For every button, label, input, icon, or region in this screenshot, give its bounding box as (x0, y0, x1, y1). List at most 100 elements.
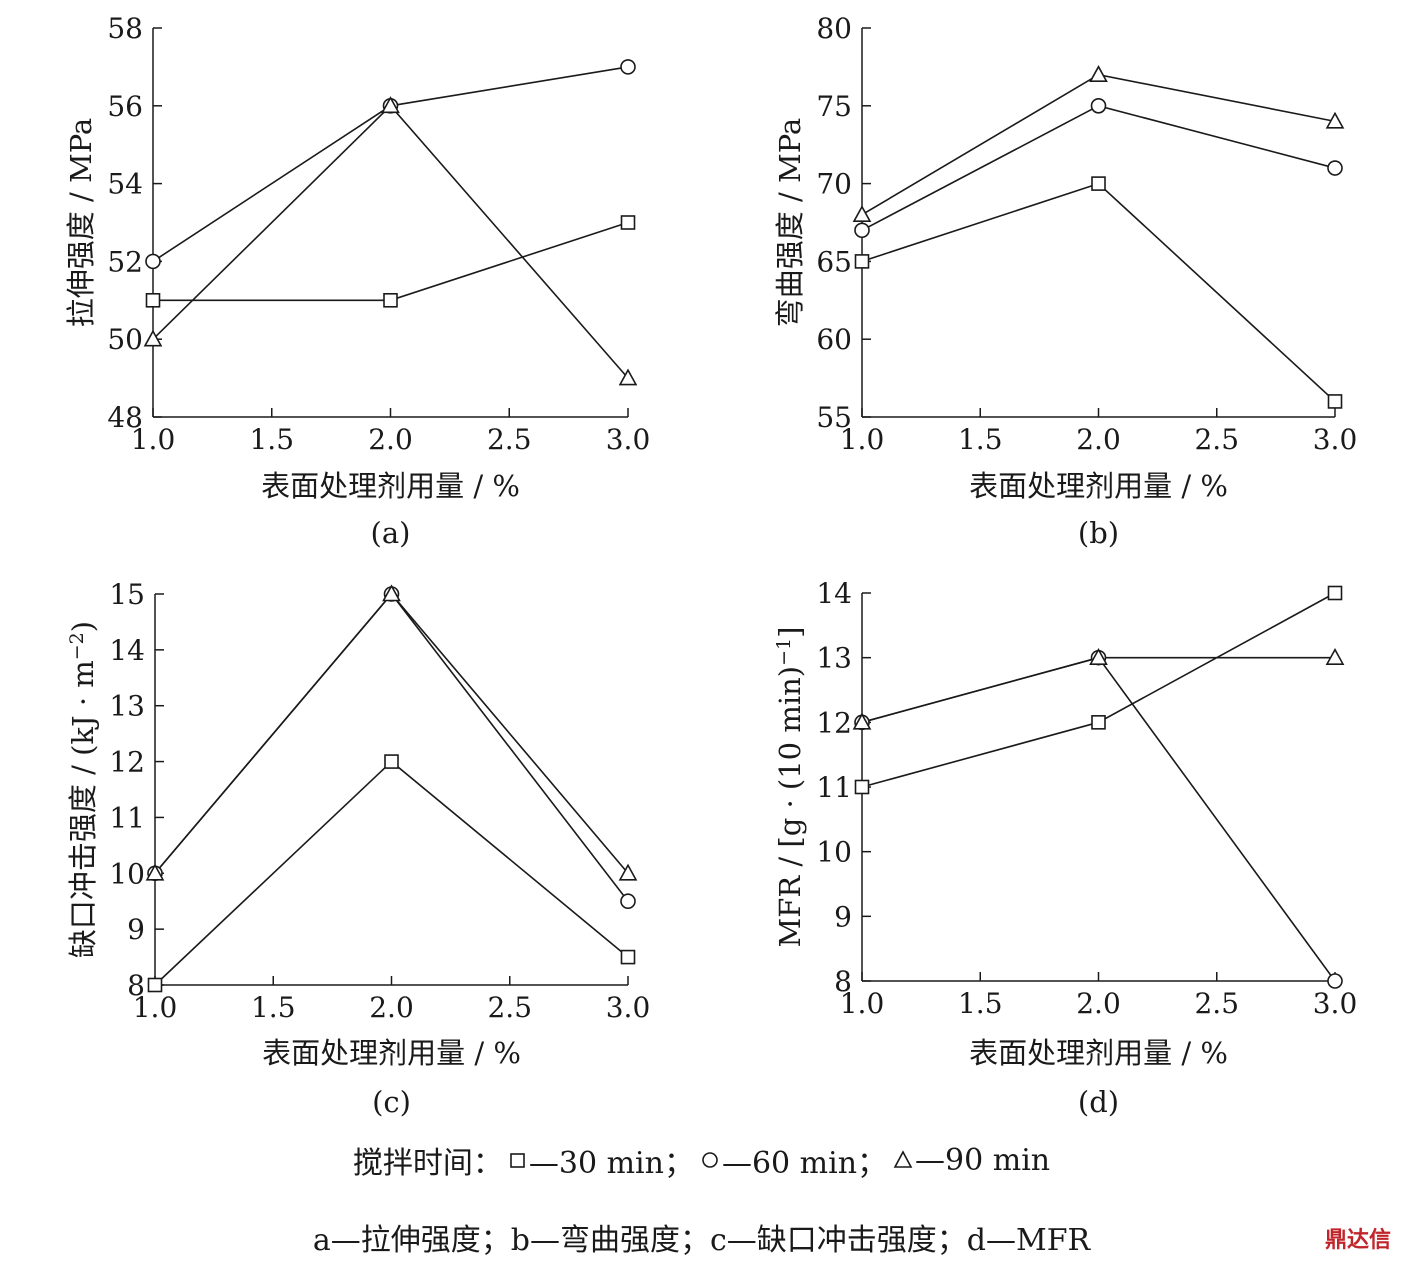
data-point-square (384, 754, 399, 769)
series-line-circle (861, 104, 1336, 231)
y-tick-label: 58 (107, 12, 143, 45)
legend-item-30min: —30 min； (528, 1146, 694, 1181)
x-tick-label: 2.5 (1194, 423, 1239, 456)
y-tick-label: 55 (816, 401, 852, 434)
y-tick-label: 50 (107, 323, 143, 356)
data-point-triangle (1325, 111, 1345, 129)
x-tick-label: 2.5 (487, 991, 532, 1024)
data-point-square (383, 292, 398, 308)
y-tick-label: 13 (109, 690, 145, 723)
panel-1: 1.0 1.5 2.0 2.5 3.0 55 60 65 70 75 80 表面处理剂用量 / % (b… (773, 12, 1357, 550)
data-point-triangle (145, 863, 165, 881)
y-tick-label: 48 (107, 401, 143, 434)
x-tick-label: 1.5 (251, 991, 296, 1024)
y-tick-label: 12 (109, 746, 145, 779)
data-point-triangle (143, 329, 163, 347)
legend-item-90min: —90 min (915, 1142, 1051, 1178)
series-line-square (861, 182, 1336, 403)
legend-circle-marker-icon (702, 1152, 718, 1168)
series-line-triangle (154, 592, 629, 874)
x-axis-label: 表面处理剂用量 / % (261, 469, 520, 503)
data-point-circle (620, 893, 636, 910)
watermark-logo: 鼎达信 (1324, 1228, 1391, 1253)
y-tick-label: 8 (127, 969, 145, 1002)
x-tick-label: 1.5 (249, 423, 294, 456)
panel-label: (d) (1078, 1085, 1119, 1119)
y-tick-label: 13 (816, 642, 852, 675)
y-tick-label: 10 (109, 857, 145, 890)
y-tick-label: 11 (109, 801, 145, 834)
x-axis-label: 表面处理剂用量 / % (969, 1036, 1228, 1070)
x-tick-label: 2.5 (1194, 987, 1239, 1020)
series-line-square (861, 592, 1336, 788)
x-tick-label: 3.0 (1313, 423, 1358, 456)
data-point-triangle (381, 96, 400, 114)
series-line-square (154, 760, 629, 986)
y-tick-label: 12 (816, 706, 852, 739)
x-axis-label: 表面处理剂用量 / % (969, 469, 1228, 503)
y-tick-label: 11 (816, 771, 852, 804)
y-tick-label: 56 (107, 90, 143, 123)
data-point-circle (620, 59, 636, 75)
data-point-circle (145, 253, 161, 270)
legend-item-60min: —60 min； (721, 1146, 888, 1181)
legend-prefix: 搅拌时间： (352, 1146, 503, 1181)
panel-3: 1.0 1.5 2.0 2.5 3.0 8 9 10 11 12 13 14 表面处理剂用量 / % (d… (773, 577, 1357, 1119)
caption-text: a—拉伸强度；b—弯曲强度；c—缺口冲击强度；d—MFR (312, 1223, 1091, 1258)
x-tick-label: 2.0 (369, 991, 414, 1024)
data-point-square (1091, 715, 1106, 730)
data-point-square (854, 779, 870, 795)
data-point-square (1327, 585, 1343, 601)
data-point-triangle (852, 205, 872, 223)
series-line-triangle (152, 104, 629, 379)
y-axis-label: 弯曲强度 / MPa (773, 118, 807, 327)
y-tick-label: 80 (816, 12, 852, 45)
x-tick-label: 3.0 (1313, 987, 1358, 1020)
series-line-circle (154, 592, 629, 902)
x-tick-label: 3.0 (606, 423, 651, 456)
x-tick-label: 2.0 (1076, 987, 1121, 1020)
y-tick-label: 14 (109, 634, 145, 667)
y-tick-label: 9 (834, 900, 852, 933)
data-point-triangle (852, 712, 872, 730)
x-tick-label: 1.0 (840, 987, 885, 1020)
y-axis-label: 拉伸强度 / MPa (64, 118, 98, 327)
panel-0: 1.0 1.5 2.0 2.5 3.0 48 50 52 54 56 58 表面处理剂用量 / % (a… (64, 12, 650, 550)
data-point-square (854, 254, 870, 269)
y-tick-label: 52 (107, 245, 143, 278)
figure-caption: a—拉伸强度；b—弯曲强度；c—缺口冲击强度；d—MFR (0, 1215, 1403, 1259)
data-point-square (1091, 176, 1106, 191)
panel-label: (b) (1078, 516, 1119, 550)
data-point-square (145, 292, 161, 308)
x-tick-label: 1.0 (133, 991, 178, 1024)
series-line-circle (152, 66, 629, 263)
series-line-circle (861, 656, 1336, 982)
y-tick-label: 14 (816, 577, 852, 610)
x-tick-label: 1.0 (131, 423, 176, 456)
y-axis-label: MFR / [g · (10 min)−1] (773, 627, 807, 948)
legend-triangle-marker-icon (893, 1150, 913, 1168)
data-point-triangle (1089, 648, 1108, 665)
data-point-circle (1327, 973, 1343, 989)
data-point-circle (1090, 98, 1107, 114)
panel-2: 1.0 1.5 2.0 2.5 3.0 8 9 10 11 12 13 14 15 表面处理剂用量 / %… (66, 578, 650, 1119)
y-tick-label: 60 (816, 323, 852, 356)
legend: 搅拌时间： —30 min； —60 min； —90 min (0, 1138, 1403, 1182)
x-tick-label: 2.5 (487, 423, 532, 456)
data-point-triangle (1325, 648, 1345, 665)
y-axis-label: 缺口冲击强度 / (kJ · m−2) (66, 621, 100, 958)
data-point-square (1327, 394, 1343, 409)
x-axis-label: 表面处理剂用量 / % (262, 1036, 521, 1070)
x-tick-label: 1.0 (840, 423, 885, 456)
panel-label: (a) (371, 516, 411, 550)
data-point-square (620, 949, 636, 965)
y-tick-label: 15 (109, 578, 145, 611)
series-line-square (153, 221, 629, 302)
y-tick-label: 9 (127, 913, 145, 946)
data-point-triangle (618, 368, 638, 386)
y-tick-label: 54 (107, 168, 143, 201)
data-point-circle (854, 222, 870, 239)
data-point-circle (1327, 160, 1343, 176)
series-line-triangle (861, 656, 1335, 724)
